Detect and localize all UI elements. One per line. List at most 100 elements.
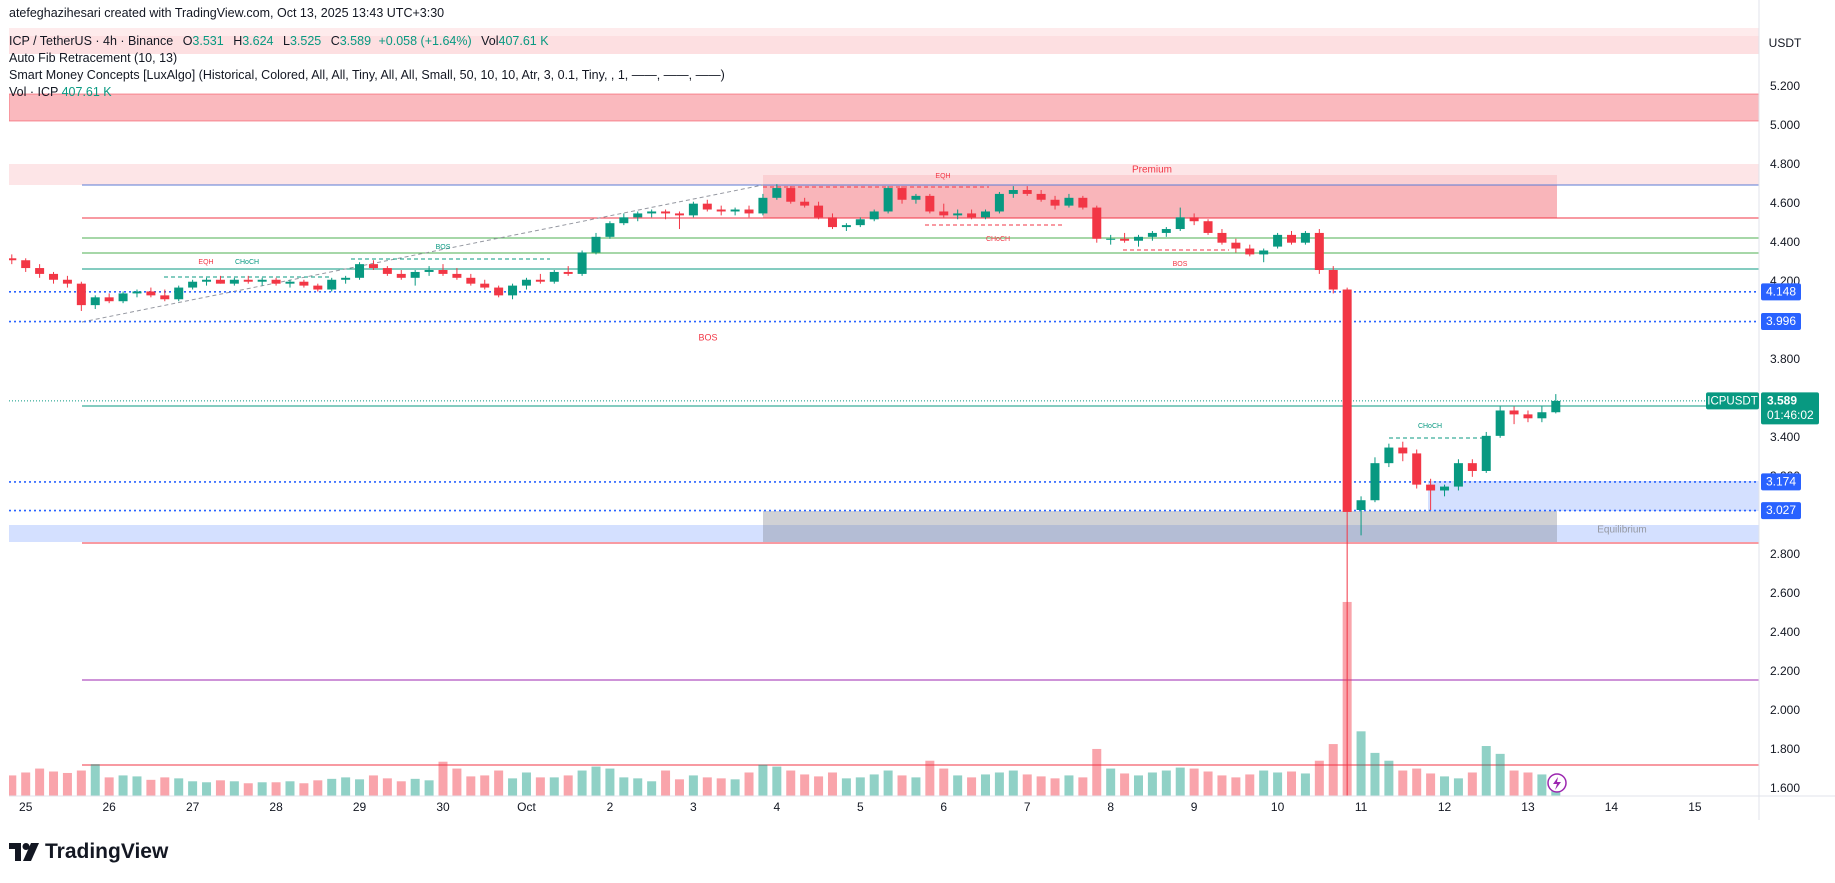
volume-bar — [271, 782, 281, 796]
candle-body — [911, 195, 921, 200]
volume-bar — [1022, 774, 1032, 796]
volume-bar — [1509, 770, 1519, 796]
volume-bar — [730, 779, 740, 796]
candle-body — [1426, 484, 1436, 491]
candle-body — [1495, 410, 1505, 436]
volume-legend[interactable]: Vol · ICP 407.61 K — [9, 84, 112, 101]
volume-bar — [633, 778, 643, 796]
equilibrium-zone — [9, 525, 1759, 542]
volume-bar — [1356, 731, 1366, 796]
candle-body — [772, 188, 782, 198]
volume-bar — [619, 777, 629, 796]
volume-bar — [494, 770, 504, 796]
ohlc-key: H — [233, 34, 243, 48]
indicator[interactable]: Auto Fib Retracement (10, 13) — [9, 51, 178, 65]
candle-body — [1147, 232, 1157, 237]
volume-bar — [1440, 776, 1450, 796]
candle-body — [563, 271, 573, 274]
x-tick-label: 27 — [186, 800, 200, 814]
candle-body — [1370, 463, 1380, 501]
candle-body — [521, 279, 531, 286]
x-tick-label: 2 — [607, 800, 614, 814]
volume-bar — [188, 781, 198, 796]
candle-body — [76, 283, 86, 306]
candle-body — [869, 211, 879, 220]
candle-body — [229, 279, 239, 284]
volume-bar — [1092, 748, 1102, 796]
candle-body — [1161, 229, 1171, 233]
price-badge-label: 3.027 — [1766, 503, 1796, 517]
volume-bar — [1106, 768, 1116, 796]
candle-body — [1175, 217, 1185, 230]
candle-body — [800, 201, 810, 206]
candle-body — [716, 209, 726, 212]
candle-body — [160, 295, 170, 300]
volume-bar — [674, 779, 684, 796]
plot — [9, 184, 1759, 796]
candle-body — [1189, 217, 1199, 222]
volume-bar — [1467, 772, 1477, 796]
candle-body — [118, 293, 128, 302]
volume-bar — [1287, 771, 1297, 796]
candle-body — [90, 297, 100, 306]
order-block — [763, 185, 1557, 218]
candle-body — [1259, 250, 1269, 255]
candle-body — [1300, 232, 1310, 243]
x-tick-label: 14 — [1605, 800, 1619, 814]
candle-body — [1356, 500, 1366, 510]
volume-bar — [1370, 752, 1380, 796]
annotation: CHoCH — [986, 236, 1010, 243]
ohlc-value: 3.624 — [242, 34, 274, 48]
brand: TradingView — [45, 840, 169, 863]
volume-bar — [688, 775, 698, 796]
candle-body — [827, 217, 837, 228]
candle-body — [1036, 193, 1046, 200]
candle-body — [1328, 270, 1338, 290]
indicator[interactable]: Smart Money Concepts [LuxAlgo] (Historic… — [9, 68, 725, 82]
x-tick-label: 8 — [1107, 800, 1114, 814]
footer[interactable]: TradingView — [9, 840, 168, 864]
candle-body — [1453, 463, 1463, 487]
candle-body — [1467, 463, 1477, 471]
symbol[interactable]: ICP / TetherUS · 4h · Binance — [9, 34, 174, 48]
volume-bar — [9, 775, 17, 796]
volume-bar — [1412, 768, 1422, 796]
currency[interactable]: USDT — [1769, 36, 1802, 50]
volume-bar — [1300, 773, 1310, 796]
candle-body — [1008, 190, 1018, 194]
candle-body — [355, 264, 365, 278]
volume-bar — [202, 782, 212, 796]
candle-body — [605, 223, 615, 237]
candle-body — [480, 283, 490, 288]
volume-bar — [1231, 777, 1241, 796]
volume-bar — [967, 777, 977, 796]
volume-bar — [174, 778, 184, 796]
supply-zone — [9, 36, 1759, 54]
candle-body — [313, 285, 323, 290]
volume-bar — [563, 775, 573, 796]
y-tick-label: 5.000 — [1770, 118, 1800, 132]
volume-bar — [1453, 778, 1463, 796]
volume-bar — [1147, 772, 1157, 796]
candle-body — [1078, 197, 1088, 208]
volume-bar — [841, 778, 851, 796]
volume-bar — [341, 777, 351, 796]
candle-body — [535, 279, 545, 282]
x-tick-label: 4 — [773, 800, 780, 814]
candle-body — [897, 188, 907, 200]
volume-bar — [1398, 770, 1408, 796]
candle-body — [1064, 197, 1074, 206]
candle-body — [841, 225, 851, 228]
candle-body — [786, 188, 796, 202]
candle-body — [549, 271, 559, 282]
candle-body — [368, 264, 378, 269]
volume-bar — [661, 770, 671, 796]
y-tick-label: 4.800 — [1770, 157, 1800, 171]
candle-body — [1273, 234, 1283, 247]
volume-bar — [90, 764, 100, 796]
volume-bar — [452, 768, 462, 796]
volume-bar — [925, 760, 935, 796]
annotation: EQH — [935, 173, 950, 180]
premium-zone — [9, 164, 1759, 185]
